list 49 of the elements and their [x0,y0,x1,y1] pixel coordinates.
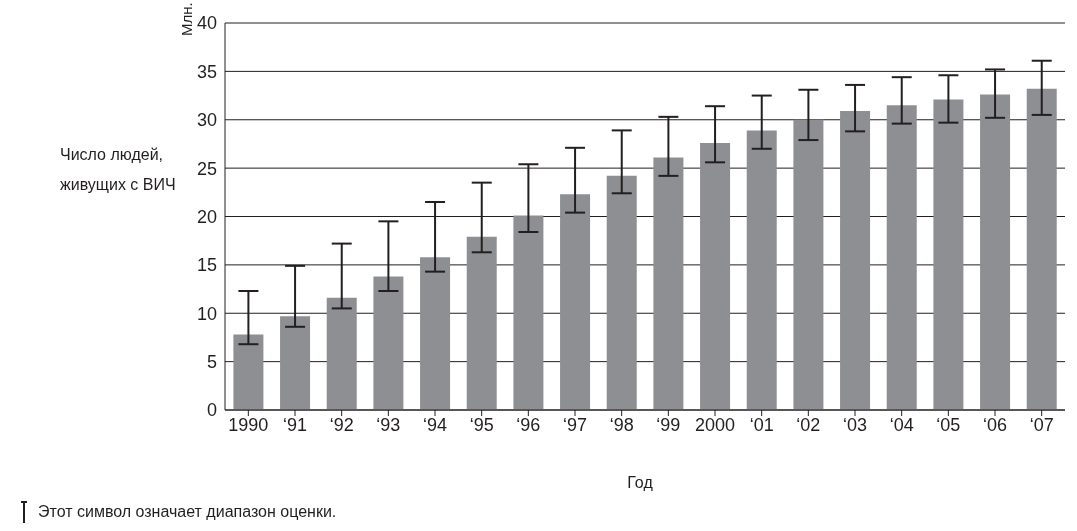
text: Млн. [178,2,195,36]
y-tick-label: 0 [206,400,217,421]
x-tick-label: ‘04 [889,414,914,435]
y-tick-label: 20 [196,206,217,227]
bar [840,111,871,410]
x-tick-label: ‘03 [842,414,868,435]
bar [513,215,544,410]
x-tick-label: ‘07 [1029,414,1054,435]
x-tick-label: ‘94 [422,414,448,435]
y-axis-title: Число людей, живущих с ВИЧ [60,145,177,195]
x-tick-label: ‘96 [516,414,541,435]
x-tick-label: ‘02 [796,414,821,435]
x-tick-label: 1990 [228,414,269,435]
bar [280,316,311,410]
x-tick-label: 2000 [694,414,736,435]
bar [980,94,1011,410]
x-tick-label: ‘92 [329,414,354,435]
bar [653,157,684,410]
bar [560,194,591,410]
bar [326,297,357,410]
x-tick-label: ‘91 [282,414,308,435]
bar [746,130,777,410]
bar [793,119,824,410]
bar [233,334,264,410]
bar [1026,88,1057,410]
x-tick-label: ‘98 [609,414,634,435]
y-tick-label: 15 [196,255,217,276]
y-tick-label: 35 [196,61,217,82]
x-tick-label: ‘97 [562,414,588,435]
bar [886,105,917,410]
bar [373,276,404,410]
y-tick-label: 5 [206,352,217,373]
bar [700,142,731,410]
y-tick-label: 25 [196,158,217,179]
x-axis-title: Год [626,474,654,492]
bar [466,236,497,410]
x-tick-label: ‘95 [469,414,494,435]
bar [933,99,964,410]
x-tick-label: ‘99 [656,414,681,435]
y-tick-label: 40 [196,13,217,34]
y-tick-label: 30 [196,110,217,131]
x-tick-label: ‘06 [982,414,1008,435]
x-tick-label: ‘01 [749,414,774,435]
y-tick-label: 10 [196,303,217,324]
x-tick-label: ‘93 [376,414,401,435]
bar [420,257,451,410]
x-tick-label: ‘05 [936,414,961,435]
text: Этот символ означает диапазон оценки. [38,503,337,521]
bar [606,175,637,410]
